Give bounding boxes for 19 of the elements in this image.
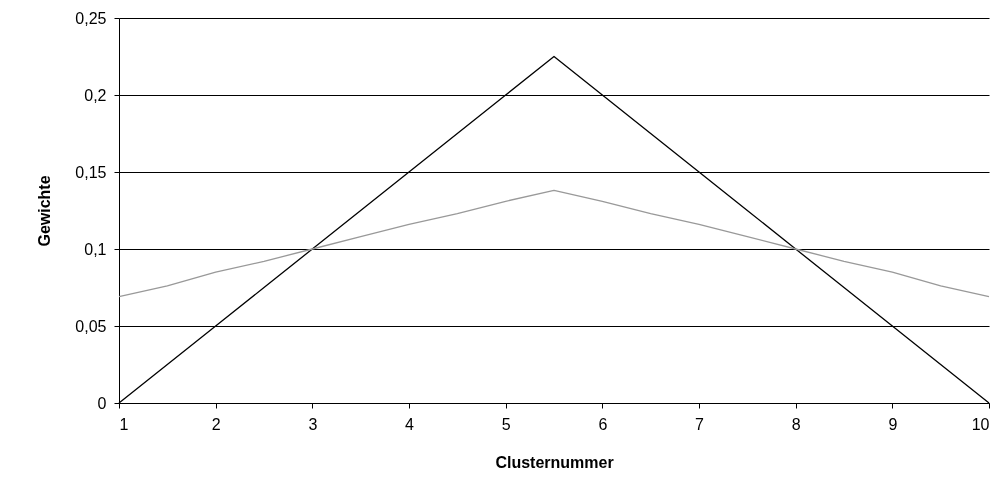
x-tick-label: 2	[211, 415, 221, 433]
x-tick-label: 7	[695, 415, 705, 433]
line-series	[118, 189, 990, 298]
y-tick-label: 0,25	[75, 9, 107, 27]
y-axis-title: Gewichte	[36, 175, 54, 247]
x-tick-label: 10	[971, 415, 990, 433]
x-tick-label: 5	[501, 415, 511, 433]
y-tick-label: 0,05	[75, 317, 107, 335]
y-tick-label: 0,1	[84, 240, 107, 258]
x-tick-label: 3	[308, 415, 318, 433]
y-tick-label: 0,2	[84, 86, 107, 104]
x-tick-label: 8	[791, 415, 801, 433]
x-tick-label: 9	[888, 415, 898, 433]
x-tick-label: 4	[405, 415, 415, 433]
x-tick-label: 6	[598, 415, 608, 433]
y-tick-label: 0,15	[75, 163, 107, 181]
x-axis-title: Clusternummer	[495, 453, 614, 471]
y-tick-label: 0	[97, 394, 107, 412]
x-tick-label: 1	[119, 415, 129, 433]
